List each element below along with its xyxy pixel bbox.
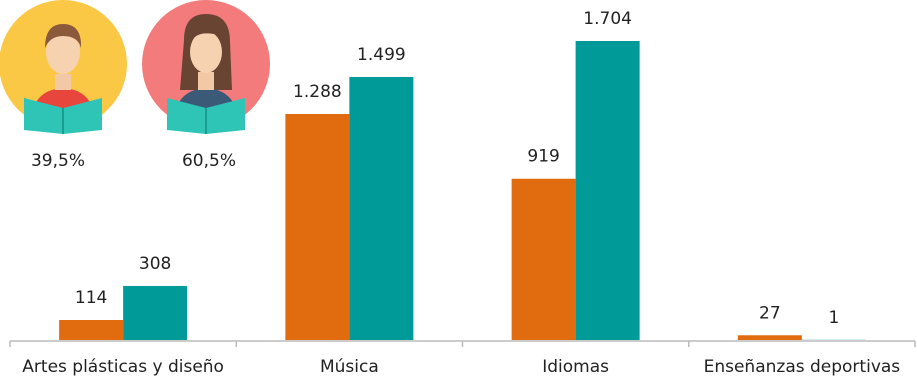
x-tick-label: Música (320, 357, 379, 377)
value-label: 1.499 (357, 45, 406, 65)
value-label: 919 (527, 147, 559, 167)
x-tick-label: Idiomas (542, 357, 609, 377)
value-label: 1.704 (583, 9, 632, 29)
bar (575, 41, 640, 340)
value-label: 114 (75, 288, 107, 308)
value-label: 1.288 (293, 82, 342, 102)
x-tick-label: Artes plásticas y diseño (22, 357, 224, 377)
bar (349, 76, 414, 340)
legend-icon-women (142, 0, 270, 134)
x-tick-label: Enseñanzas deportivas (704, 357, 901, 377)
bar (285, 113, 350, 341)
value-label: 308 (139, 254, 171, 274)
value-label: 27 (759, 303, 781, 323)
legend-label: 39,5% (31, 151, 85, 171)
legend-icon-men (0, 0, 127, 134)
bar (737, 335, 802, 340)
legend-label: 60,5% (182, 151, 236, 171)
value-label: 1 (828, 308, 839, 328)
bar (123, 285, 188, 340)
bar (511, 178, 576, 340)
bar (59, 319, 124, 340)
